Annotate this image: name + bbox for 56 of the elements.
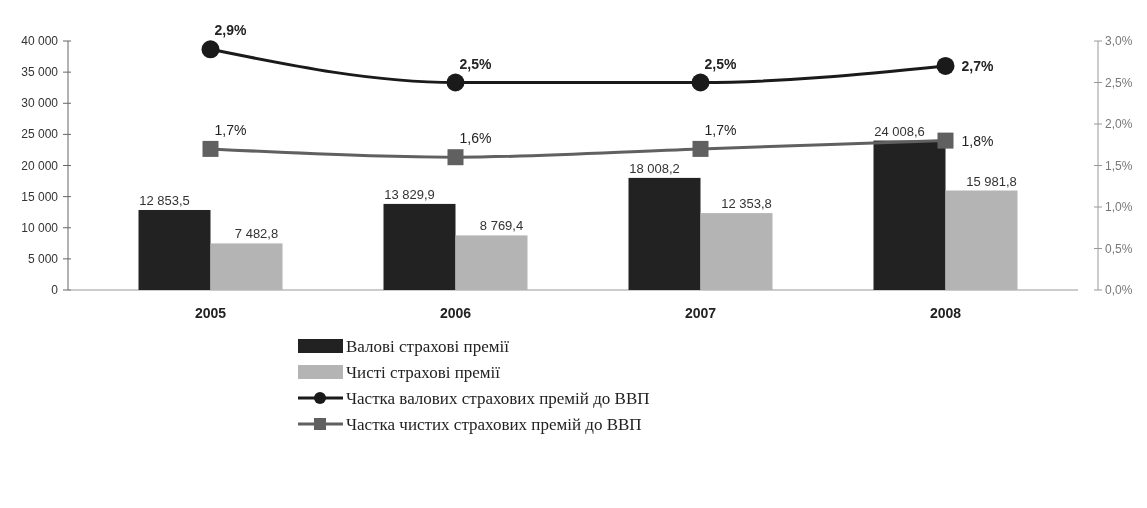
data-label: 24 008,6 [874,123,925,139]
bar [945,190,1018,290]
y-tick-label: 5 000 [27,251,59,266]
data-label: 12 853,5 [139,192,190,208]
bar [455,235,528,290]
bar [628,177,701,290]
data-label: 2,7% [961,57,994,74]
bar [700,213,773,290]
point [446,73,465,92]
y-tick-label: 15 000 [21,189,59,204]
point [692,140,709,157]
point [691,73,710,92]
data-label: 1,8% [961,132,994,149]
data-label: 13 829,9 [384,186,435,202]
x-tick-label: 2008 [929,305,962,321]
y-tick-label: 25 000 [21,127,59,142]
data-label: 18 008,2 [629,160,680,176]
point [937,132,954,149]
data-label: 1,7% [704,121,737,138]
x-tick-label: 2007 [684,305,717,321]
point [936,56,955,75]
y2-tick-label: 0,0% [1105,283,1133,297]
y-tick-label: 30 000 [21,96,59,111]
y2-tick-label: 1,0% [1105,200,1133,214]
legend-label: Валові страхові премії [346,337,510,356]
legend-label: Частка валових страхових премій до ВВП [346,389,650,408]
data-label: 1,6% [459,130,492,147]
y2-tick-label: 0,5% [1105,241,1133,256]
point [447,149,464,166]
data-label: 1,7% [214,121,247,138]
data-label: 2,5% [704,55,737,72]
point [202,140,219,157]
x-tick-label: 2006 [439,305,472,321]
data-label: 8 769,4 [479,218,524,234]
y2-tick-label: 3,0% [1105,34,1133,48]
legend-label: Чисті страхові премії [346,363,501,382]
point [201,40,220,59]
bar [873,140,946,290]
bar [383,203,456,290]
y-tick-label: 35 000 [21,65,59,80]
y-tick-label: 40 000 [21,34,59,48]
y2-tick-label: 2,5% [1105,75,1133,90]
data-label: 12 353,8 [721,196,772,212]
y-tick-label: 0 [51,283,59,297]
x-tick-label: 2005 [194,305,227,321]
bar [138,209,211,290]
data-label: 2,5% [459,55,492,72]
data-label: 7 482,8 [234,226,279,242]
bar [210,243,283,290]
y2-tick-label: 2,0% [1105,117,1133,131]
y-tick-label: 10 000 [21,220,59,235]
data-label: 2,9% [214,22,247,39]
legend-label: Частка чистих страхових премій до ВВП [346,415,642,434]
y2-tick-label: 1,5% [1105,158,1133,173]
y-tick-label: 20 000 [21,158,59,173]
data-label: 15 981,8 [966,173,1017,189]
